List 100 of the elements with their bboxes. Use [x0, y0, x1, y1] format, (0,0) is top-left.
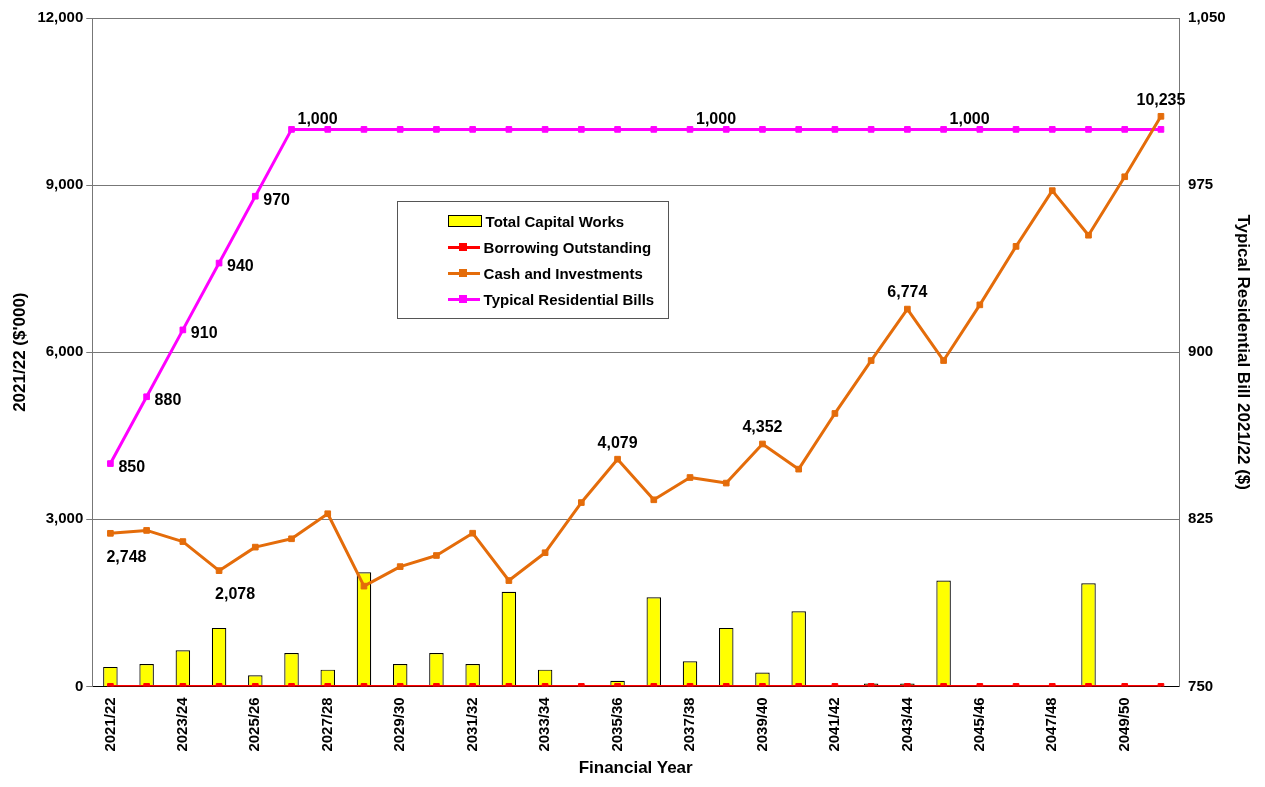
point [396, 563, 404, 570]
point [433, 552, 440, 559]
data-label: 1,000 [949, 109, 990, 127]
point [1085, 126, 1092, 133]
data-label: 850 [118, 457, 146, 475]
point [1157, 112, 1165, 120]
point [215, 567, 223, 574]
y2-tick-label: 825 [1188, 509, 1214, 527]
point [686, 474, 694, 481]
data-label: 4,079 [597, 433, 638, 451]
y-axis-title: 2021/22 ($'000) [9, 292, 29, 412]
point [904, 126, 911, 133]
data-label: 10,235 [1136, 90, 1186, 108]
data-label: 940 [227, 257, 254, 275]
point [469, 529, 476, 537]
x-tick-label: 2029/30 [390, 697, 408, 752]
point [686, 126, 694, 133]
point [1157, 126, 1165, 133]
point [396, 126, 404, 133]
legend-label: Typical Residential Bills [483, 290, 655, 308]
point [1012, 243, 1020, 250]
data-label: 2,078 [215, 585, 256, 603]
point [940, 126, 947, 133]
data-label: 4,352 [742, 418, 783, 436]
legend-label: Total Capital Works [485, 212, 625, 230]
point [1012, 126, 1020, 133]
x-tick-label: 2025/26 [245, 697, 263, 752]
x-tick-label: 2037/38 [680, 697, 698, 752]
point [1048, 187, 1056, 194]
point [795, 126, 803, 133]
point [360, 126, 368, 133]
point [179, 538, 187, 545]
x-tick-label: 2039/40 [752, 697, 770, 752]
data-label: 910 [190, 324, 218, 342]
y2-tick-label: 900 [1188, 342, 1214, 360]
point [614, 126, 621, 133]
point [831, 126, 839, 133]
x-tick-label: 2027/28 [317, 697, 335, 752]
point [288, 535, 295, 543]
point [360, 582, 368, 590]
data-label: 2,748 [106, 547, 147, 565]
x-tick-label: 2021/22 [100, 697, 118, 752]
point [251, 543, 259, 551]
point [940, 357, 947, 364]
y2-tick-label: 750 [1188, 676, 1214, 694]
point [867, 357, 875, 364]
data-label: 1,000 [696, 109, 737, 127]
point [578, 499, 585, 506]
point [107, 529, 114, 537]
data-label: 6,774 [887, 283, 928, 301]
point [541, 126, 549, 133]
point [650, 496, 658, 504]
point [759, 126, 766, 133]
point [722, 479, 730, 487]
point [505, 126, 513, 133]
data-label: 1,000 [297, 109, 338, 127]
point [288, 126, 295, 133]
point [759, 440, 766, 448]
point [1121, 126, 1129, 133]
point [143, 393, 150, 401]
point [795, 465, 803, 473]
point [215, 259, 223, 267]
point [976, 301, 984, 309]
x-tick-label: 2041/42 [825, 697, 843, 752]
point [831, 410, 839, 417]
point [541, 549, 549, 557]
y2-tick-label: 975 [1188, 175, 1214, 193]
y-tick-label: 6,000 [45, 342, 84, 360]
point [324, 510, 332, 518]
x-tick-label: 2049/50 [1114, 697, 1132, 752]
legend-label: Cash and Investments [483, 264, 643, 282]
point [650, 126, 658, 133]
x-tick-label: 2031/32 [462, 697, 480, 752]
x-tick-label: 2045/46 [969, 697, 987, 752]
point [614, 455, 621, 463]
point [469, 126, 476, 133]
point [1121, 173, 1129, 181]
y-tick-label: 9,000 [45, 175, 84, 193]
point [904, 305, 911, 313]
point [505, 577, 513, 584]
point [179, 326, 187, 334]
y2-axis-title: Typical Residential Bill 2021/22 ($) [1234, 214, 1254, 490]
data-label: 970 [263, 190, 291, 208]
legend-label: Borrowing Outstanding [483, 238, 652, 256]
x-tick-label: 2023/24 [172, 696, 190, 752]
y-tick-label: 3,000 [45, 509, 84, 527]
point [251, 192, 259, 200]
x-tick-label: 2043/44 [897, 696, 915, 752]
point [433, 126, 440, 133]
point [867, 126, 875, 133]
y-tick-label: 0 [74, 676, 84, 694]
x-tick-label: 2047/48 [1042, 697, 1060, 752]
point [1085, 231, 1092, 239]
y-tick-label: 12,000 [37, 8, 84, 26]
x-tick-label: 2035/36 [607, 697, 625, 752]
y2-tick-label: 1,050 [1188, 8, 1226, 26]
x-tick-label: 2033/34 [535, 696, 553, 752]
point [1048, 126, 1056, 133]
point [578, 126, 585, 133]
x-axis-title: Financial Year [578, 758, 694, 778]
